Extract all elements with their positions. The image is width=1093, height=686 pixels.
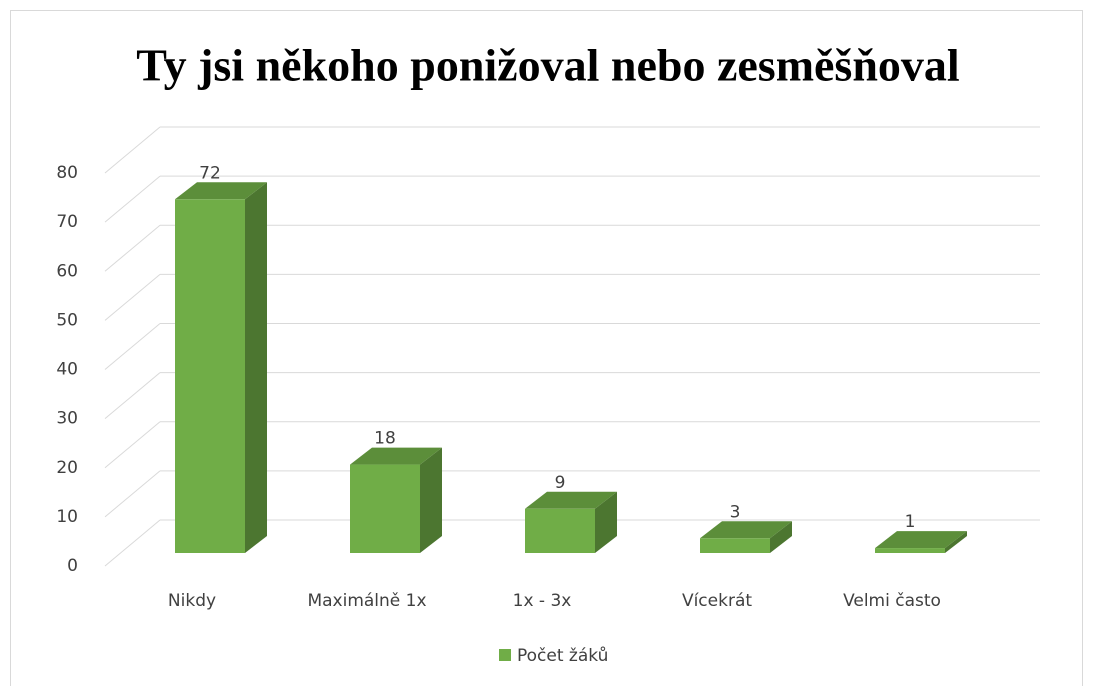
bar-top — [875, 531, 967, 549]
grid-line — [104, 126, 161, 174]
x-tick-label: Nikdy — [168, 591, 216, 611]
bar-side — [770, 521, 792, 553]
y-tick-label: 20 — [56, 458, 78, 478]
bar-top — [700, 521, 792, 539]
bar-top — [175, 182, 267, 200]
bar-side — [595, 491, 617, 553]
x-tick-label: Maximálně 1x — [307, 591, 426, 611]
bar — [525, 508, 595, 553]
grid-line — [104, 372, 161, 420]
bar-side — [945, 531, 967, 553]
grid-line — [104, 175, 161, 223]
grid-line — [104, 273, 161, 321]
x-tick-label: Velmi často — [843, 591, 941, 611]
x-tick-label: 1x - 3x — [513, 591, 572, 611]
data-label: 9 — [555, 473, 566, 493]
bar-top — [525, 491, 617, 509]
x-tick-label: Vícekrát — [682, 591, 752, 611]
y-tick-label: 10 — [56, 507, 78, 527]
y-tick-label: 80 — [56, 163, 78, 183]
chart-border — [10, 10, 1083, 686]
y-tick-label: 40 — [56, 360, 78, 380]
bar-side — [420, 447, 442, 553]
grid-line — [104, 323, 161, 370]
bar — [875, 548, 945, 553]
grid-line — [104, 224, 161, 272]
bar — [175, 199, 245, 554]
bar-top — [350, 447, 442, 465]
chart-title: Ty jsi někoho ponižoval nebo zesměšňoval — [136, 40, 959, 91]
data-label: 18 — [374, 429, 396, 449]
bar — [700, 538, 770, 553]
y-tick-label: 30 — [56, 409, 78, 429]
bar-side — [245, 182, 267, 554]
grid-line — [104, 519, 161, 567]
grid-line — [104, 470, 161, 518]
legend-label: Počet žáků — [517, 646, 608, 666]
data-label: 3 — [730, 502, 741, 522]
grid-line — [104, 421, 161, 469]
data-label: 1 — [905, 512, 916, 532]
legend-swatch — [499, 649, 511, 661]
bar — [350, 464, 420, 553]
data-label: 72 — [199, 163, 221, 183]
y-tick-label: 70 — [56, 212, 78, 232]
y-tick-label: 60 — [56, 261, 78, 281]
y-tick-label: 0 — [67, 556, 78, 576]
y-tick-label: 50 — [56, 310, 78, 330]
